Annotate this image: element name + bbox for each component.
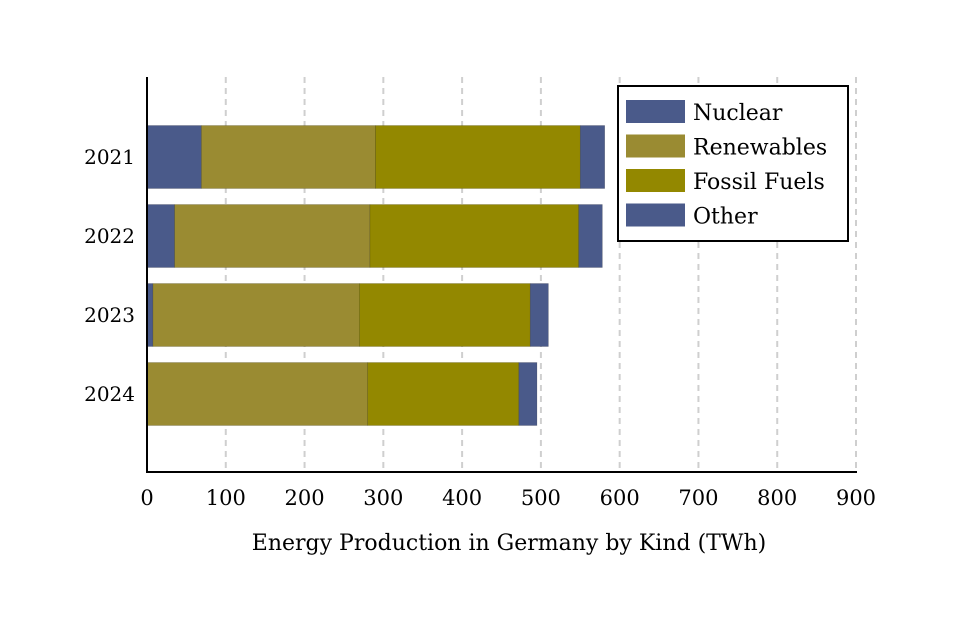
bar-other (579, 125, 605, 189)
x-tick-label: 100 (206, 486, 246, 510)
bar-fossil-fuels (369, 204, 580, 268)
bar-other (529, 283, 549, 347)
y-ticks: 2021 2022 2023 2024 (84, 145, 135, 406)
x-tick-label: 800 (757, 486, 797, 510)
legend-label: Fossil Fuels (693, 170, 825, 195)
x-tick-label: 900 (836, 486, 876, 510)
y-tick-label: 2024 (84, 382, 135, 406)
bar-other (518, 362, 538, 426)
legend-swatch (626, 134, 685, 158)
bar-renewables (201, 125, 376, 189)
legend-label: Other (693, 205, 758, 230)
legend: Nuclear Renewables Fossil Fuels Other (617, 85, 849, 242)
legend-swatch (626, 100, 685, 123)
bar-renewables (174, 204, 371, 268)
bar-other (578, 204, 603, 268)
y-tick-label: 2021 (84, 145, 135, 169)
bars (146, 125, 605, 426)
legend-label: Nuclear (693, 101, 783, 126)
x-tick-label: 400 (442, 486, 482, 510)
x-tick-label: 500 (521, 486, 561, 510)
x-ticks: 0 100 200 300 400 500 600 700 800 900 (140, 486, 876, 510)
bar-renewables (152, 283, 360, 347)
x-tick-label: 600 (600, 486, 640, 510)
x-tick-label: 300 (363, 486, 403, 510)
y-tick-label: 2023 (84, 303, 135, 327)
bar-fossil-fuels (367, 362, 520, 426)
bar-renewables (146, 362, 368, 426)
x-tick-label: 200 (285, 486, 325, 510)
bar-fossil-fuels (375, 125, 581, 189)
axes (146, 77, 857, 473)
bar-fossil-fuels (359, 283, 531, 347)
x-tick-label: 0 (140, 486, 153, 510)
x-tick-label: 700 (678, 486, 718, 510)
bar-nuclear (146, 125, 202, 189)
y-tick-label: 2022 (84, 224, 135, 248)
legend-swatch (626, 169, 685, 192)
bar-nuclear (146, 204, 175, 268)
legend-label: Renewables (693, 136, 827, 161)
legend-swatch (626, 203, 685, 227)
x-axis-label: Energy Production in Germany by Kind (TW… (252, 531, 766, 556)
